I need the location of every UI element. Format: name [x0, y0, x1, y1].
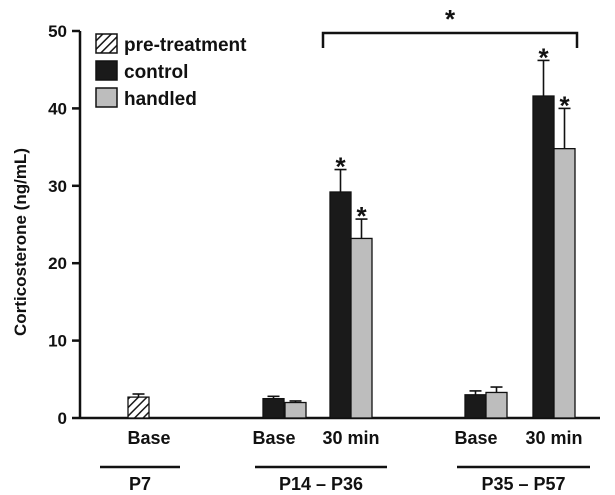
legend-swatch: [95, 60, 118, 81]
legend: pre-treatment control handled: [95, 33, 247, 110]
y-tick-label: 20: [48, 254, 67, 273]
category-label: 30 min: [322, 428, 379, 448]
bar: [284, 401, 307, 419]
y-tick-label: 40: [48, 99, 67, 118]
category-label: Base: [252, 428, 295, 448]
group-label: P35 – P57: [481, 474, 565, 494]
category-label: Base: [454, 428, 497, 448]
bar: [329, 191, 352, 419]
bar: [464, 394, 487, 419]
category-label: Base: [127, 428, 170, 448]
bracket-star: *: [445, 4, 456, 34]
bar: [485, 391, 508, 419]
significance-star: *: [335, 152, 346, 182]
legend-swatch: [95, 87, 118, 108]
legend-swatch: [95, 33, 118, 54]
y-tick-label: 50: [48, 22, 67, 41]
y-tick-label: 0: [58, 409, 67, 428]
group-label: P14 – P36: [279, 474, 363, 494]
bar: [350, 237, 373, 419]
significance-star: *: [356, 201, 367, 231]
significance-star: *: [538, 42, 549, 72]
y-tick-label: 30: [48, 177, 67, 196]
category-label: 30 min: [525, 428, 582, 448]
bar: [262, 397, 285, 419]
legend-label: handled: [124, 89, 197, 110]
bar: [553, 147, 576, 419]
y-axis-label: Corticosterone (ng/mL): [11, 148, 30, 336]
legend-label: control: [124, 62, 188, 83]
bar: [127, 396, 150, 419]
significance-bracket: *: [321, 4, 579, 48]
group-labels: P7 P14 – P36 P35 – P57: [100, 465, 590, 494]
group-label: P7: [129, 474, 151, 494]
significance-star: *: [559, 90, 570, 120]
bracket-line: [321, 31, 579, 48]
bars: * * * *: [127, 42, 576, 419]
y-tick-label: 10: [48, 332, 67, 351]
category-labels: Base Base 30 min Base 30 min: [127, 428, 582, 448]
y-axis: 0 10 20 30 40 50: [48, 22, 600, 428]
legend-label: pre-treatment: [124, 35, 247, 56]
bar: [532, 95, 555, 419]
